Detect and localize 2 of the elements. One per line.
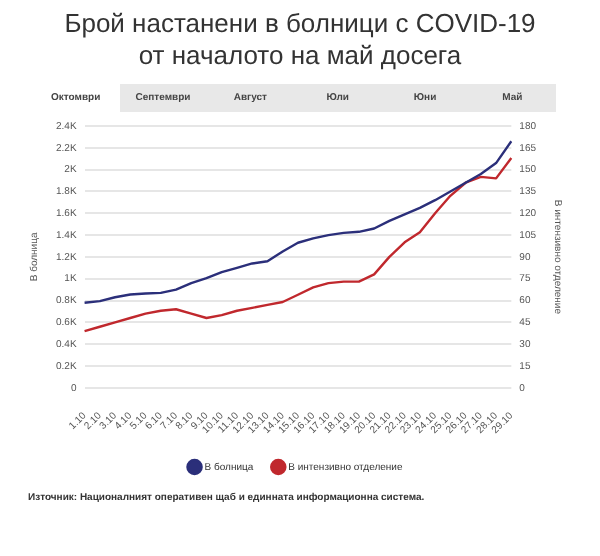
chart-subtitle: от началото на май досега <box>136 40 464 72</box>
chart-title: Брой настанени в болници с COVID-19 <box>62 8 538 40</box>
